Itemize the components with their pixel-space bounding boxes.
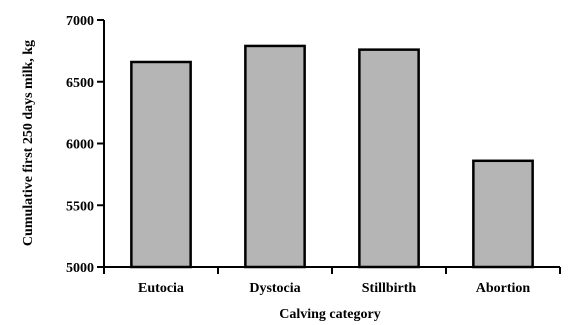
x-tick-label: Abortion — [476, 281, 531, 296]
y-tick-label: 5500 — [66, 199, 94, 214]
x-tick-label: Dystocia — [249, 281, 300, 296]
y-axis: 5000 5500 6000 6500 7000 — [66, 14, 105, 276]
x-axis: Eutocia Dystocia Stillbirth Abortion — [103, 266, 561, 296]
bars — [130, 44, 534, 269]
y-axis-label: Cumulative first 250 days milk, kg — [21, 40, 36, 246]
bar-abortion — [472, 159, 534, 269]
y-tick-label: 5000 — [66, 261, 94, 276]
x-tick-label: Eutocia — [138, 281, 184, 296]
bar-dystocia — [244, 44, 306, 269]
bar-eutocia — [130, 60, 192, 269]
x-axis-label: Calving category — [279, 307, 380, 322]
y-tick-label: 6500 — [66, 76, 94, 91]
y-tick-label: 7000 — [66, 14, 94, 29]
x-tick-label: Stillbirth — [362, 281, 417, 296]
bar-stillbirth — [358, 48, 420, 269]
y-tick-label: 6000 — [66, 138, 94, 153]
